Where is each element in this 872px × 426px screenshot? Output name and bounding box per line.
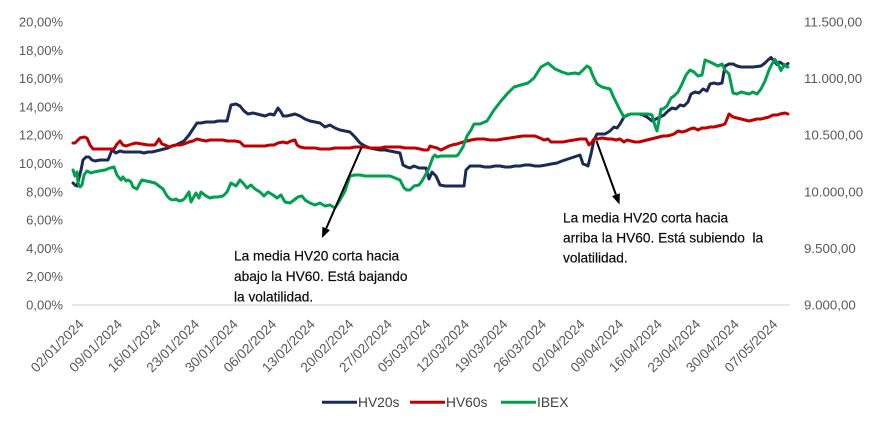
svg-text:arriba la HV60. Está subiendo: arriba la HV60. Está subiendo la — [563, 230, 763, 245]
svg-text:La media HV20 corta hacia: La media HV20 corta hacia — [234, 249, 399, 264]
svg-text:11.500,00: 11.500,00 — [804, 15, 862, 30]
svg-text:18,00%: 18,00% — [19, 43, 64, 58]
svg-text:14,00%: 14,00% — [19, 99, 64, 114]
svg-text:11.000,00: 11.000,00 — [804, 71, 862, 86]
svg-text:10.000,00: 10.000,00 — [804, 184, 863, 199]
svg-text:8,00%: 8,00% — [26, 184, 63, 199]
svg-text:volatilidad.: volatilidad. — [563, 251, 628, 266]
svg-text:9.500,00: 9.500,00 — [804, 241, 856, 256]
svg-text:HV20s: HV20s — [358, 395, 400, 410]
svg-text:la volatilidad.: la volatilidad. — [234, 290, 313, 305]
svg-text:16,00%: 16,00% — [19, 71, 64, 86]
svg-text:0,00%: 0,00% — [26, 298, 63, 313]
svg-text:La media HV20 corta hacia: La media HV20 corta hacia — [563, 210, 728, 225]
svg-text:HV60s: HV60s — [446, 395, 488, 410]
svg-text:2,00%: 2,00% — [26, 269, 63, 284]
svg-text:20,00%: 20,00% — [19, 15, 64, 30]
svg-text:10.500,00: 10.500,00 — [804, 128, 863, 143]
svg-text:12,00%: 12,00% — [19, 128, 64, 143]
svg-text:IBEX: IBEX — [537, 395, 568, 410]
svg-text:4,00%: 4,00% — [26, 241, 63, 256]
svg-text:9.000,00: 9.000,00 — [804, 298, 856, 313]
svg-text:6,00%: 6,00% — [26, 213, 63, 228]
svg-text:10,00%: 10,00% — [19, 156, 64, 171]
svg-text:abajo la HV60. Está bajando: abajo la HV60. Está bajando — [234, 269, 408, 284]
